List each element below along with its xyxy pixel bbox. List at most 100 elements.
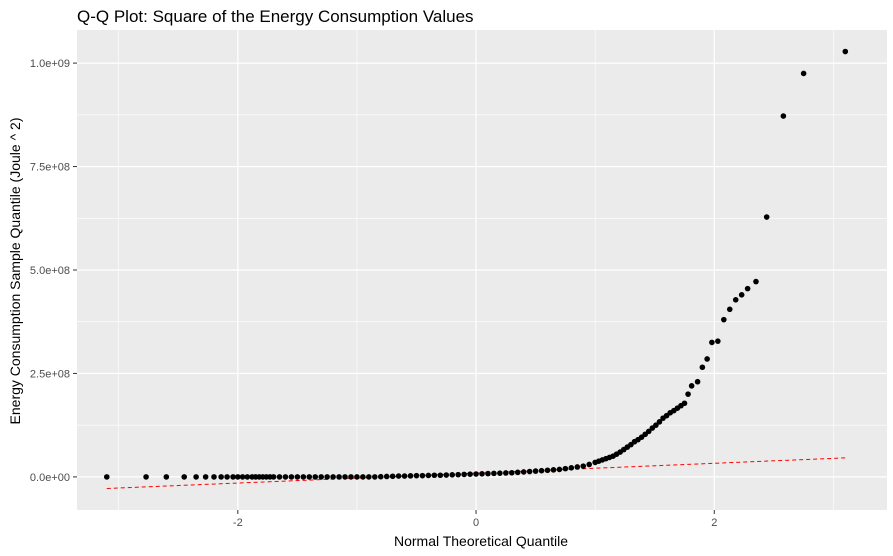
data-point (520, 469, 527, 475)
data-point (455, 471, 461, 478)
data-point (744, 285, 751, 292)
data-point (224, 474, 230, 480)
data-point (377, 473, 384, 480)
data-point (306, 474, 313, 480)
data-point (443, 472, 450, 478)
x-tick-label: -2 (233, 517, 243, 529)
data-point (681, 400, 688, 407)
chart-title: Q-Q Plot: Square of the Energy Consumpti… (77, 7, 474, 26)
data-point (467, 471, 473, 478)
data-point (449, 472, 456, 478)
data-point (538, 467, 545, 474)
data-point (709, 339, 715, 346)
data-point (685, 391, 691, 397)
data-point (732, 296, 739, 303)
data-point (181, 474, 188, 480)
data-point (568, 464, 575, 471)
data-point (753, 278, 759, 285)
data-point (413, 472, 420, 479)
data-point (526, 468, 533, 475)
data-point (491, 470, 497, 477)
data-point (330, 474, 336, 480)
data-point (211, 474, 217, 480)
data-point (282, 474, 289, 480)
data-point (562, 465, 569, 472)
data-point (574, 464, 581, 470)
data-point (780, 113, 787, 119)
x-tick-label: 0 (473, 517, 479, 529)
data-point (342, 474, 348, 480)
y-axis-title: Energy Consumption Sample Quantile (Joul… (7, 118, 23, 425)
data-point (371, 474, 378, 480)
data-point (383, 473, 390, 480)
data-point (202, 474, 209, 480)
data-point (461, 471, 467, 478)
data-points (103, 48, 849, 480)
data-point (288, 474, 295, 480)
y-tick-label: 7.5e+08 (30, 162, 70, 174)
data-point (395, 473, 402, 479)
y-tick-label: 5.0e+08 (30, 265, 70, 277)
data-point (497, 470, 503, 476)
data-point (407, 473, 414, 479)
data-point (800, 70, 807, 77)
data-point (580, 463, 587, 469)
data-point (431, 472, 438, 479)
data-point (163, 474, 170, 480)
data-point (763, 214, 770, 220)
axis-ticks: -2 0 2 0.0e+00 2.5e+08 5.0e+08 7.5e+08 1.0e+09 (30, 58, 717, 529)
data-point (103, 474, 110, 480)
data-point (193, 474, 199, 480)
data-point (726, 306, 733, 313)
x-axis-title: Normal Theoretical Quantile (394, 533, 568, 549)
data-point (508, 469, 515, 476)
data-point (556, 466, 563, 473)
data-point (532, 468, 539, 474)
data-point (239, 474, 246, 480)
data-point (324, 474, 330, 480)
data-point (485, 470, 491, 477)
data-point (715, 338, 721, 344)
data-point (294, 474, 301, 480)
data-point (300, 474, 307, 480)
data-point (312, 474, 319, 480)
data-point (738, 292, 745, 298)
data-point (366, 474, 372, 480)
data-point (244, 474, 251, 480)
data-point (360, 474, 366, 480)
data-point (645, 428, 652, 435)
y-tick-label: 2.5e+08 (30, 368, 70, 380)
data-point (473, 471, 479, 477)
x-tick-label: 2 (711, 517, 717, 529)
y-tick-label: 0.0e+00 (30, 472, 70, 484)
data-point (318, 474, 324, 480)
data-point (276, 474, 283, 480)
data-point (704, 356, 710, 362)
data-point (437, 472, 444, 479)
data-point (656, 419, 663, 425)
data-point (389, 473, 396, 480)
data-point (544, 467, 551, 474)
data-point (230, 474, 236, 480)
data-point (336, 474, 342, 480)
data-point (842, 48, 849, 55)
data-point (354, 474, 360, 480)
data-point (503, 470, 509, 476)
data-point (143, 474, 149, 480)
data-point (550, 467, 557, 473)
data-point (653, 422, 659, 428)
data-point (270, 474, 277, 480)
data-point (721, 316, 727, 323)
data-point (419, 472, 426, 479)
data-point (699, 364, 706, 371)
data-point (694, 378, 701, 385)
data-point (688, 383, 695, 389)
data-point (479, 470, 485, 477)
y-tick-label: 1.0e+09 (30, 58, 70, 70)
data-point (235, 474, 241, 480)
data-point (514, 469, 521, 476)
data-point (348, 474, 354, 480)
data-point (218, 474, 224, 480)
data-point (586, 461, 593, 468)
